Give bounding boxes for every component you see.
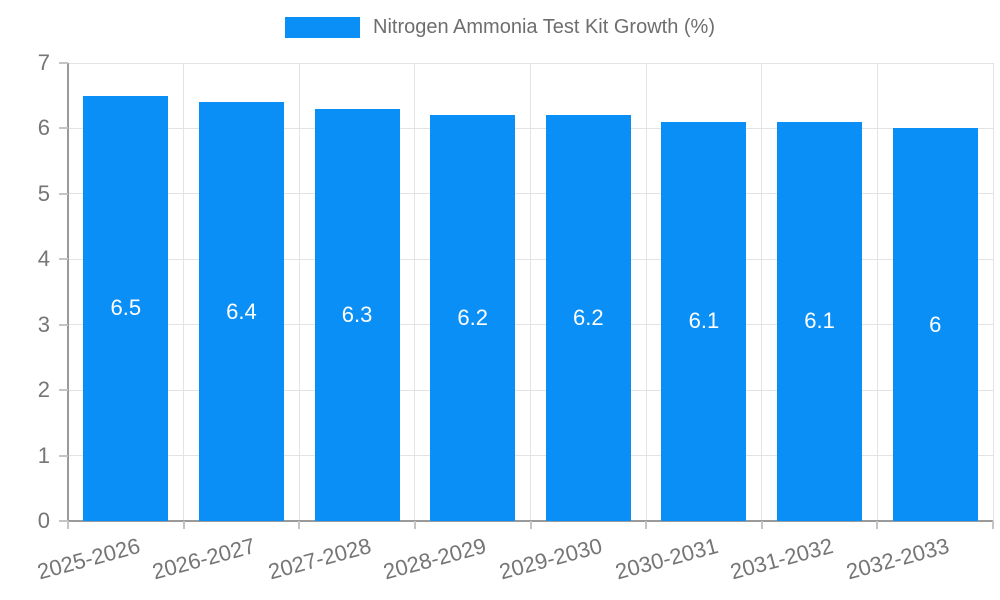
bar-value-label: 6.2 [573,305,604,331]
x-tick [182,521,185,529]
y-tick-label: 6 [37,115,50,141]
v-gridline [645,63,647,521]
x-tick-label: 2032-2033 [843,533,952,585]
y-tick [59,454,68,457]
y-tick [59,389,68,392]
bar[interactable] [314,108,400,521]
chart-legend[interactable]: Nitrogen Ammonia Test Kit Growth (%) [0,16,1000,39]
y-tick [59,258,68,261]
v-gridline [761,63,763,521]
y-tick [59,192,68,195]
bar-value-label: 6.3 [341,301,373,327]
y-tick-label: 1 [37,442,50,468]
x-tick-label: 2025-2026 [34,533,143,585]
v-gridline [298,63,300,521]
bar-value-label: 6.4 [226,298,257,324]
y-tick [59,323,68,326]
legend-label[interactable]: Nitrogen Ammonia Test Kit Growth (%) [373,16,715,38]
y-tick-label: 3 [37,311,50,337]
bar-value-label: 6.1 [804,308,835,334]
v-gridline [414,63,416,521]
bar[interactable] [661,121,747,521]
x-tick-label: 2028-2029 [381,533,490,585]
y-tick-label: 2 [37,377,50,403]
v-gridline [530,63,531,521]
v-gridline [183,63,185,521]
x-tick [876,521,879,529]
v-gridline [992,63,994,521]
bar[interactable] [545,115,631,521]
x-tick [67,521,69,529]
x-tick-label: 2031-2032 [727,533,837,585]
legend-swatch[interactable] [285,17,360,38]
x-tick [298,521,301,529]
x-tick [645,521,648,529]
plot-area: 0 1 2 3 4 5 6 7 6.5 2025-2026 6.4 2026-2027 6.3 2027-… [34,50,994,584]
x-tick [529,521,532,529]
bar[interactable] [892,128,978,521]
bar[interactable] [430,115,516,521]
x-tick [992,521,994,529]
y-tick [59,62,68,64]
y-axis-line [67,63,69,521]
y-tick-label: 0 [37,508,50,533]
bar[interactable] [83,95,169,521]
y-tick [59,127,68,130]
x-tick-label: 2029-2030 [496,533,605,585]
bar[interactable] [777,121,863,521]
x-tick-label: 2026-2027 [149,533,258,585]
y-tick-label: 4 [37,246,50,272]
x-tick-label: 2030-2031 [612,533,721,585]
y-tick-label: 5 [37,180,50,206]
x-tick-label: 2027-2028 [265,533,374,585]
bar-value-label: 6.5 [110,295,142,321]
x-tick [413,521,416,529]
v-gridline [876,63,878,521]
bar-value-label: 6 [929,311,942,337]
bar-value-label: 6.2 [457,305,488,331]
bar[interactable] [198,102,284,521]
bar-value-label: 6.1 [688,308,720,334]
y-tick-label: 7 [37,50,50,75]
y-tick [59,520,68,522]
x-tick [760,521,763,529]
